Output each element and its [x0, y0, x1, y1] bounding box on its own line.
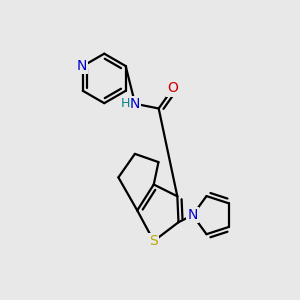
Text: N: N	[76, 59, 87, 73]
Text: N: N	[130, 97, 140, 111]
Text: N: N	[188, 208, 198, 222]
Text: H: H	[121, 97, 130, 110]
Text: O: O	[167, 81, 178, 95]
Text: S: S	[149, 234, 158, 248]
